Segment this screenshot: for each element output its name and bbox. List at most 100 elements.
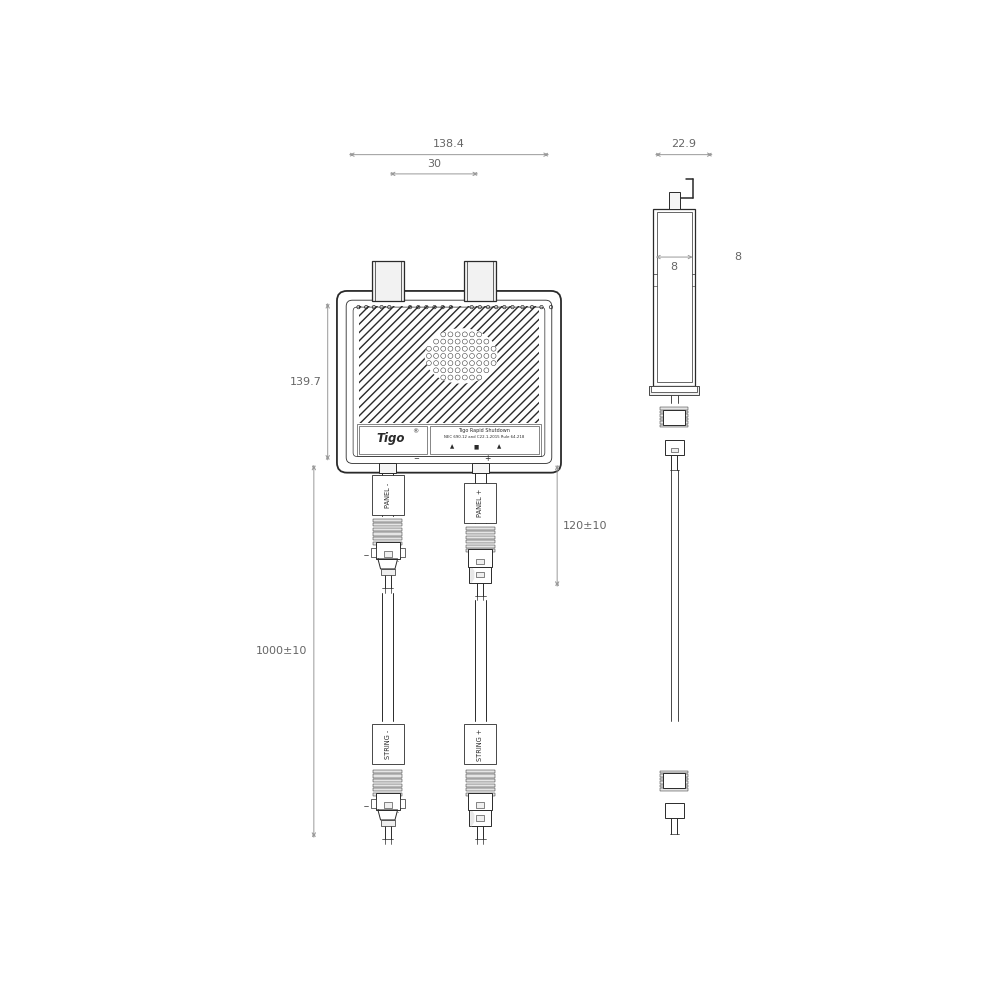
Bar [660, 411, 688, 413]
Bar [466, 540, 495, 543]
Bar [671, 448, 678, 452]
Bar [653, 209, 695, 386]
Bar [464, 724, 496, 764]
Bar [660, 425, 688, 427]
Bar [372, 475, 404, 515]
Bar [468, 549, 492, 567]
FancyBboxPatch shape [346, 300, 552, 463]
Text: +: + [484, 454, 490, 463]
Bar [375, 261, 401, 301]
Text: Tigo Rapid Shutdown: Tigo Rapid Shutdown [458, 428, 510, 433]
Text: ®: ® [412, 429, 419, 434]
Bar [660, 407, 688, 410]
Bar [660, 421, 688, 424]
Bar [472, 463, 489, 473]
Bar [476, 802, 484, 808]
Bar [357, 424, 541, 456]
Bar [373, 523, 402, 526]
Bar [476, 559, 484, 564]
Bar [660, 778, 688, 780]
Bar [476, 572, 484, 577]
Bar [466, 788, 495, 791]
Bar [400, 548, 405, 557]
Bar [657, 212, 692, 382]
Bar [660, 781, 688, 784]
Text: ■: ■ [473, 445, 478, 450]
Bar [660, 788, 688, 791]
Bar [649, 386, 699, 395]
Text: 1000±10: 1000±10 [256, 646, 308, 656]
Bar [373, 532, 402, 536]
Text: 30: 30 [427, 159, 441, 169]
Polygon shape [378, 559, 398, 569]
Bar [660, 418, 688, 420]
Bar [466, 770, 495, 773]
Bar [358, 306, 539, 423]
Bar [371, 548, 376, 557]
Bar [466, 531, 495, 534]
Bar [660, 771, 688, 773]
Bar [376, 542, 400, 559]
Bar [373, 793, 402, 796]
Text: 8: 8 [671, 262, 678, 272]
Text: PANEL +: PANEL + [477, 489, 483, 517]
Bar [384, 802, 392, 808]
Text: PANEL -: PANEL - [385, 482, 391, 508]
Text: ▲: ▲ [497, 445, 502, 450]
Bar [469, 567, 491, 583]
Text: 120±10: 120±10 [563, 521, 608, 531]
Bar [373, 542, 402, 545]
Bar [476, 815, 484, 821]
Bar [665, 440, 684, 455]
Bar [665, 803, 684, 818]
Text: NEC 690.12 and C22.1-2015 Rule 64-218: NEC 690.12 and C22.1-2015 Rule 64-218 [444, 435, 525, 439]
Bar [467, 261, 493, 301]
Text: STRING +: STRING + [477, 728, 483, 761]
Polygon shape [378, 810, 398, 820]
Bar [663, 410, 685, 425]
Text: 138.4: 138.4 [433, 139, 465, 149]
Bar [430, 426, 539, 454]
Bar [466, 774, 495, 778]
Bar [381, 820, 395, 826]
Bar [469, 810, 491, 826]
Bar [466, 549, 495, 552]
Bar [373, 788, 402, 791]
Text: ▲: ▲ [450, 445, 454, 450]
Bar [464, 483, 496, 523]
Bar [660, 774, 688, 777]
Bar [464, 261, 496, 301]
Text: STRING -: STRING - [385, 730, 391, 759]
FancyBboxPatch shape [337, 291, 561, 473]
Text: 22.9: 22.9 [671, 139, 696, 149]
Text: Tigo: Tigo [377, 432, 405, 445]
Bar [663, 773, 685, 788]
Bar [660, 414, 688, 417]
Text: 8: 8 [734, 252, 741, 262]
Bar [466, 793, 495, 796]
Bar [373, 770, 402, 773]
Bar [381, 569, 395, 575]
Bar [357, 424, 541, 456]
Bar [384, 551, 392, 557]
Bar [466, 779, 495, 782]
Bar [466, 784, 495, 787]
Bar [373, 528, 402, 531]
Ellipse shape [425, 328, 498, 384]
Bar [372, 724, 404, 764]
Bar [669, 192, 680, 209]
Bar [466, 545, 495, 548]
Polygon shape [471, 810, 474, 826]
Bar [379, 463, 396, 473]
Bar [373, 774, 402, 778]
Bar [466, 536, 495, 539]
Bar [651, 386, 697, 392]
Text: 139.7: 139.7 [290, 377, 322, 387]
Text: −: − [413, 456, 419, 462]
Bar [468, 793, 492, 810]
Bar [373, 784, 402, 787]
Bar [466, 527, 495, 530]
Bar [376, 793, 400, 810]
Polygon shape [471, 567, 474, 583]
Bar [372, 261, 404, 301]
